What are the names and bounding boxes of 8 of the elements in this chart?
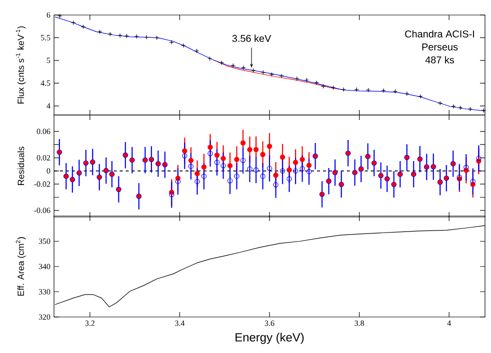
annotation: Perseus [422,44,458,50]
annotation: Chandra ACIS-I [405,30,474,38]
annotation: 3.56 keV [232,34,272,42]
y-axis-title: Flux (cnts s$^{-1}$ keV$^{-1}$) [16,26,26,104]
y-axis-title: Residuals [18,146,24,185]
x-axis-title: Energy (keV) [236,332,304,344]
y-axis-title: Eff. Area (cm$^{2}$) [16,237,26,296]
annotation: 487 ks [425,56,454,64]
